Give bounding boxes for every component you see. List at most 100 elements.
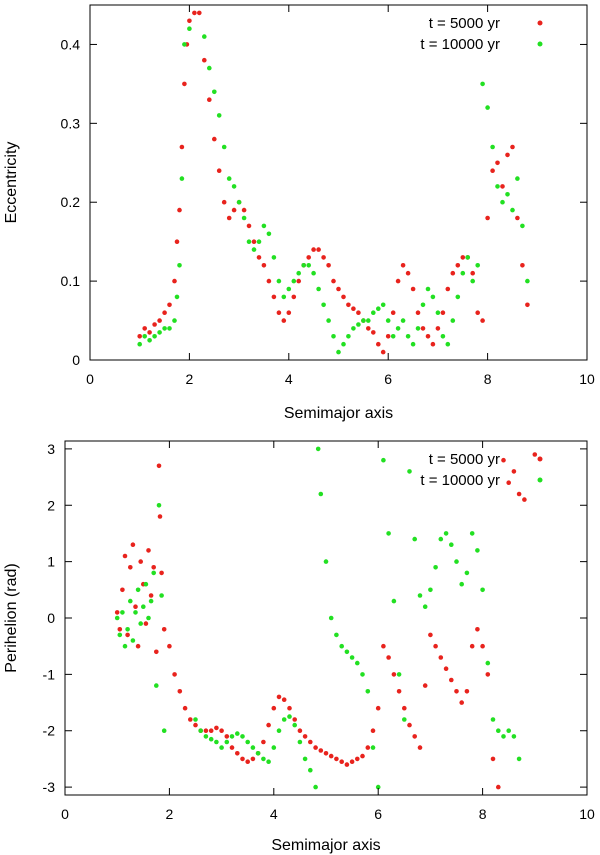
data-point: [505, 192, 510, 197]
data-point: [525, 278, 530, 284]
data-point: [361, 318, 366, 323]
y-tick-label: 0.3: [61, 115, 81, 131]
data-point: [147, 330, 152, 335]
data-point: [449, 542, 454, 547]
data-point: [152, 334, 157, 339]
data-point: [159, 593, 164, 598]
data-point: [381, 457, 386, 463]
data-point: [316, 247, 321, 252]
series-t10000: [114, 446, 522, 790]
data-point: [339, 643, 345, 649]
data-point: [428, 587, 433, 593]
x-tick-label: 8: [479, 806, 487, 822]
x-tick-label: 0: [61, 806, 69, 822]
data-point: [291, 294, 297, 300]
data-point: [161, 627, 167, 632]
x-tick-label: 2: [166, 806, 174, 822]
data-point: [250, 745, 256, 750]
data-point: [415, 326, 421, 331]
data-point: [182, 81, 187, 87]
data-point: [334, 756, 339, 762]
data-point: [356, 322, 361, 327]
data-point: [455, 263, 461, 268]
data-point: [438, 536, 444, 542]
data-point: [331, 334, 336, 339]
data-point: [464, 689, 470, 694]
data-point: [480, 318, 485, 323]
data-point: [120, 610, 125, 615]
data-point: [208, 728, 214, 733]
data-point: [281, 697, 287, 702]
data-point: [490, 168, 495, 173]
data-point: [229, 745, 235, 750]
data-point: [182, 705, 188, 711]
data-point: [151, 570, 156, 576]
data-point: [207, 65, 212, 71]
data-point: [346, 334, 351, 339]
data-point: [251, 247, 257, 252]
data-point: [365, 689, 371, 694]
data-point: [271, 294, 277, 300]
data-point: [344, 762, 350, 767]
data-point: [402, 705, 407, 711]
data-point: [241, 207, 247, 213]
data-point: [214, 739, 219, 745]
data-point: [355, 756, 360, 762]
data-point: [291, 278, 297, 284]
y-tick-label: -1: [43, 666, 56, 682]
x-tick-label: 4: [270, 806, 278, 822]
y-tick-label: 2: [47, 497, 55, 513]
data-point: [395, 278, 401, 284]
data-point: [496, 728, 501, 733]
data-point: [255, 751, 261, 756]
data-point: [276, 278, 282, 284]
data-point: [146, 548, 151, 553]
data-point: [117, 627, 123, 632]
data-point: [172, 278, 177, 284]
data-point: [425, 334, 431, 339]
data-point: [296, 270, 302, 276]
x-tick-label: 4: [285, 371, 293, 387]
data-point: [510, 144, 515, 150]
data-point: [117, 632, 123, 638]
perihelion-panel: 0 2 4 6 8 10 -3 -2 -1 0 1 2 3 Semimajor axis Perihelio…: [3, 440, 595, 854]
data-point: [351, 326, 356, 331]
data-point: [236, 199, 242, 205]
data-point: [376, 306, 381, 312]
series-t10000: [137, 26, 530, 355]
data-point: [261, 223, 267, 229]
data-point: [287, 714, 292, 719]
data-point: [276, 694, 282, 700]
data-point: [167, 643, 172, 649]
data-point: [266, 231, 272, 237]
data-point: [475, 263, 481, 268]
data-point: [412, 734, 418, 739]
data-point: [266, 759, 271, 764]
data-point: [128, 565, 133, 570]
data-point: [157, 318, 162, 323]
data-point: [395, 326, 401, 331]
data-point: [130, 542, 136, 547]
data-point: [187, 18, 192, 24]
data-point: [122, 553, 128, 559]
data-point: [415, 310, 421, 316]
data-point: [308, 739, 313, 745]
data-point: [459, 581, 465, 587]
data-point: [148, 593, 154, 598]
data-point: [390, 334, 396, 339]
data-point: [407, 469, 412, 474]
data-point: [311, 247, 316, 252]
data-point: [266, 278, 272, 284]
x-tick-label: 0: [86, 371, 94, 387]
data-point: [271, 255, 277, 260]
data-point: [511, 469, 517, 474]
data-point: [231, 207, 237, 213]
data-point: [193, 722, 198, 728]
data-point: [495, 160, 500, 166]
data-point: [286, 310, 292, 316]
data-point: [336, 349, 341, 355]
data-point: [356, 310, 361, 316]
data-point: [475, 310, 481, 316]
data-point: [271, 745, 277, 750]
data-point: [380, 349, 386, 355]
